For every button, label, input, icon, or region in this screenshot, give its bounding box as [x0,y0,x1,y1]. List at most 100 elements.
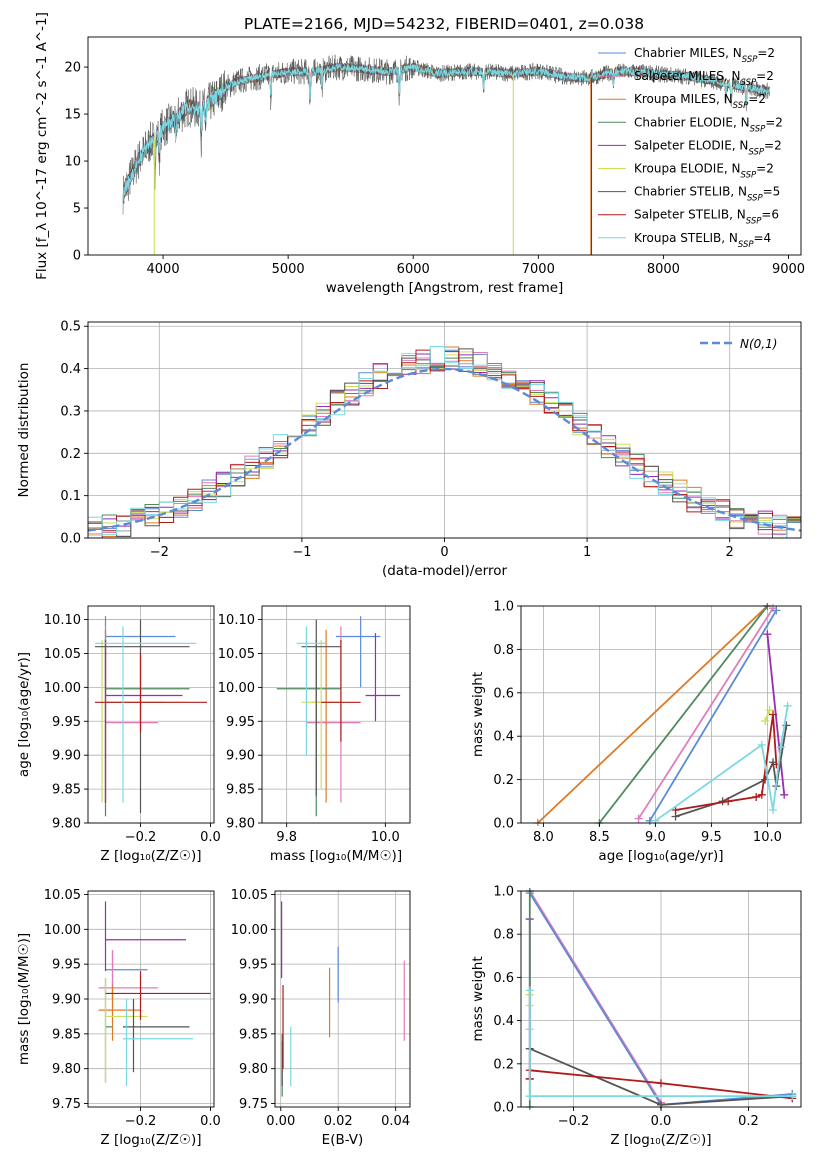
y-tick-label: 0.2 [493,773,514,788]
y-tick-label: 0.2 [60,447,81,462]
y-tick-label: 9.95 [226,715,255,730]
age_vs_Z-panel: −0.2 0.0 9.80 9.85 9.90 9.95 10.00 10.05 10.10 Z … [16,605,221,864]
x-axis-label: Z [log₁₀(Z/Z☉)] [100,1132,201,1148]
y-axis-label: mass weight [470,672,486,757]
weight-point-marker [788,1092,797,1101]
x-tick-label: 9.0 [645,830,666,845]
weight-point-marker [783,701,792,710]
normal-reference-curve [88,367,801,532]
x-tick-label: −1 [292,545,311,560]
error-bars [281,901,405,1097]
weight_vs_age-panel: 8.0 8.5 9.0 9.5 10.0 0.0 0.2 0.4 0.6 0.8 1.0 age [l… [470,600,802,864]
weight_vs_Z-panel: −0.2 0.0 0.2 0.0 0.2 0.4 0.6 0.8 1.0 Z [log₁₀(Z/Z… [470,885,802,1148]
y-tick-label: 10.05 [231,888,268,903]
mass_vs_EBV-panel: 0.00 0.02 0.04 9.75 9.80 9.85 9.90 9.95 10.00 10.… [231,888,411,1148]
y-tick-label: 0.4 [493,1014,514,1029]
y-tick-label: 9.80 [239,1062,268,1077]
y-tick-label: 10.05 [218,647,255,662]
y-tick-label: 20 [64,61,81,76]
weight-point-marker [765,706,774,715]
histogram-series [88,345,801,538]
weight-line [764,709,771,722]
weight-point-marker [525,986,534,995]
weight-point-marker [780,790,789,799]
weight-line [675,714,778,811]
weight-point-marker [634,814,643,823]
x-tick-label: 0 [440,545,448,560]
y-tick-label: 9.90 [226,749,255,764]
model-spectrum-line [122,62,770,202]
weight-line [598,605,769,824]
weight-lines [525,888,797,1110]
x-tick-label: 5000 [272,262,305,277]
x-axis-label: Z [log₁₀(Z/Z☉)] [100,848,201,864]
weight-point-marker [525,1092,534,1101]
y-axis-label: mass [log₁₀(M/M☉)] [16,933,32,1065]
x-tick-label: 8000 [647,262,680,277]
figure-title: PLATE=2166, MJD=54232, FIBERID=0401, z=0… [244,15,644,33]
x-axis-label: E(B-V) [322,1132,364,1148]
weight-line [529,890,662,1104]
x-tick-label: 0.0 [651,1114,672,1129]
y-tick-label: 0.0 [60,532,81,547]
x-tick-label: 0.0 [200,1114,221,1129]
weight-line [528,990,793,1098]
x-tick-label: −0.2 [558,1114,590,1129]
y-tick-label: 10.00 [44,681,81,696]
x-axis-label: Z [log₁₀(Z/Z☉)] [610,1132,711,1148]
observed-spectrum-line [122,54,770,215]
x-tick-label: 8.5 [589,830,610,845]
y-tick-label: 9.85 [226,783,255,798]
weight-point-marker [757,740,766,749]
y-tick-label: 0.2 [493,1057,514,1072]
y-tick-label: 15 [64,108,81,123]
y-tick-label: 10.10 [44,613,81,628]
x-axis-label: (data-model)/error [382,563,508,579]
y-tick-label: 9.85 [239,1027,268,1042]
y-tick-label: 0.5 [60,320,81,335]
spectrum-panel: 4000 5000 6000 7000 8000 9000 0 5 10 15 20 waveleng… [34,12,805,296]
weight-lines [533,603,792,826]
histograms [88,345,801,538]
x-axis-label: age [log₁₀(age/yr)] [598,848,723,864]
y-tick-label: 1.0 [493,600,514,615]
y-tick-label: 9.95 [239,958,268,973]
y-axis-label: Normed distribution [16,363,32,498]
y-tick-label: 0.6 [493,971,514,986]
y-tick-label: 0.8 [493,643,514,658]
weight-point-marker [752,792,761,801]
y-tick-label: 9.85 [52,1027,81,1042]
y-tick-label: 0.8 [493,928,514,943]
y-tick-label: 9.95 [52,715,81,730]
mass_vs_Z-panel: −0.2 0.0 9.75 9.80 9.85 9.90 9.95 10.00 10.05 Z [… [16,888,221,1148]
plot-frame [87,36,802,256]
x-tick-label: 0.0 [200,830,221,845]
y-tick-label: 9.75 [52,1097,81,1112]
y-tick-label: 0.1 [60,489,81,504]
y-tick-label: 9.80 [52,817,81,832]
y-axis-label: mass weight [470,956,486,1041]
x-tick-label: 1 [583,545,591,560]
age_vs_mass-panel: 9.8 10.0 9.80 9.85 9.90 9.95 10.00 10.05 10.10 ma… [218,605,411,864]
y-tick-label: 9.80 [226,817,255,832]
y-tick-label: 9.90 [52,993,81,1008]
residuals-panel: −2 −1 0 1 2 0.0 0.1 0.2 0.3 0.4 0.5 (data-model)/er… [16,320,802,579]
y-tick-label: 10 [64,155,81,170]
x-tick-label: 9000 [772,262,805,277]
y-tick-label: 9.80 [52,1062,81,1077]
weight-point-marker [772,606,781,615]
weight-point-marker [757,790,766,799]
weight-point-marker [769,805,777,814]
x-tick-label: −0.2 [125,830,157,845]
weight-point-marker [525,1025,534,1034]
x-tick-label: 0.02 [324,1114,353,1129]
weight-line [649,609,778,822]
weight-point-marker [657,1079,665,1088]
y-tick-label: 0 [73,249,81,264]
x-axis-label: mass [log₁₀(M/M☉)] [270,848,402,864]
y-tick-label: 10.05 [44,888,81,903]
y-tick-label: 9.85 [52,783,81,798]
y-tick-label: 10.00 [231,923,268,938]
x-tick-label: 7000 [522,262,555,277]
